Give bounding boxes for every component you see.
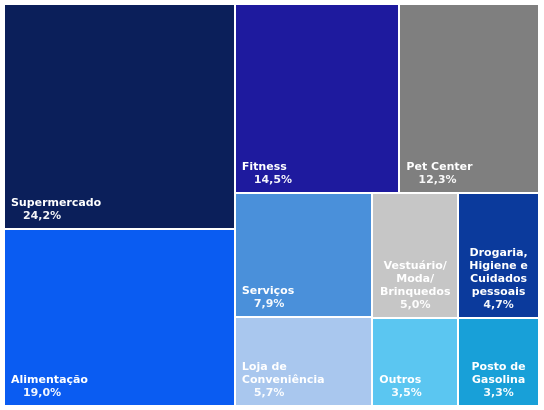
cell-label: Fitness xyxy=(241,160,287,174)
value-label: 4,7% xyxy=(483,298,514,312)
treemap-cell: Alimentação 19,0% xyxy=(5,230,234,405)
treemap-cell: Fitness 14,5% xyxy=(235,5,399,193)
value-label: 24,2% xyxy=(23,209,62,223)
value-label: 5,7% xyxy=(253,385,285,399)
value-label: 12,3% xyxy=(418,173,457,187)
cell-label: Pet Center xyxy=(406,160,473,174)
value-label: 3,3% xyxy=(483,385,514,399)
treemap-cell: Vestuário/ Moda/ Brinquedos 5,0% xyxy=(373,194,458,318)
cell-label: Posto de Gasolina xyxy=(471,359,526,386)
treemap-cell: Serviços 7,9% xyxy=(235,194,372,316)
treemap-cell: Pet Center 12,3% xyxy=(400,5,538,193)
treemap-cell: Loja de Conveniência 5,7% xyxy=(235,317,372,405)
cell-label: Vestuário/ Moda/ Brinquedos xyxy=(379,259,451,299)
treemap-cell: Posto de Gasolina 3,3% xyxy=(459,319,538,405)
cell-label: Drogaria, Higiene e Cuidados pessoais xyxy=(469,246,528,299)
cell-label: Serviços xyxy=(241,283,295,297)
value-label: 7,9% xyxy=(253,296,285,310)
value-label: 14,5% xyxy=(253,173,293,187)
treemap-cell: Supermercado 24,2% xyxy=(5,5,234,229)
value-label: 5,0% xyxy=(399,298,431,312)
cell-label: Outros xyxy=(379,372,422,386)
value-label: 3,5% xyxy=(391,385,422,399)
treemap-cell: Drogaria, Higiene e Cuidados pessoais 4,7… xyxy=(459,194,538,318)
treemap-cell: Outros 3,5% xyxy=(373,319,458,405)
cell-label: Supermercado xyxy=(11,196,102,210)
cell-label: Alimentação xyxy=(11,372,88,386)
value-label: 19,0% xyxy=(23,385,62,399)
cell-label: Loja de Conveniência xyxy=(241,359,325,386)
